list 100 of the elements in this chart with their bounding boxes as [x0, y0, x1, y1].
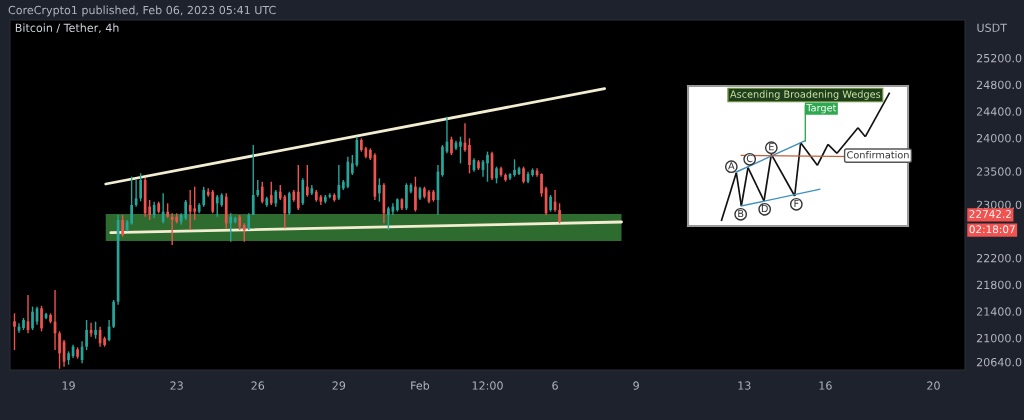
x-tick-label: 9 [633, 381, 639, 390]
candlestick [305, 164, 309, 198]
annotation: B [738, 209, 744, 218]
x-tick-label: 29 [332, 381, 346, 390]
candlestick [148, 199, 151, 221]
y-tick-label: 20640.0 [976, 357, 1022, 367]
candlestick [13, 312, 16, 351]
candlestick [287, 190, 291, 216]
candlestick [549, 194, 552, 213]
candlestick [486, 150, 489, 183]
candlestick [251, 144, 255, 216]
candlestick [112, 299, 115, 329]
y-tick-label: 24800.0 [976, 80, 1022, 90]
y-tick-label: 21000.0 [976, 333, 1022, 343]
y-tick-label: 21400.0 [976, 307, 1022, 316]
y-tick-label: 22200.0 [976, 253, 1022, 263]
text: 22742.2 [969, 210, 1011, 218]
x-tick-label: 16 [819, 381, 832, 390]
y-tick-label: 21800.0 [976, 280, 1022, 290]
candlestick [103, 335, 106, 348]
candlestick [540, 172, 543, 198]
text: 02:18:07 [969, 225, 1015, 234]
candlestick [342, 179, 345, 191]
annotation: A [728, 162, 735, 170]
candlestick [296, 164, 300, 211]
annotation: C [746, 154, 753, 163]
annotation: Confirmation [847, 150, 909, 159]
candlestick [504, 172, 507, 183]
annotation: Ascending Broadening Wedges [730, 90, 881, 100]
candlestick [459, 135, 462, 165]
candlestick [558, 202, 561, 225]
candlestick [260, 180, 264, 205]
candlestick [396, 197, 399, 213]
candlestick [242, 222, 246, 243]
candlestick [387, 205, 390, 231]
y-tick-label: 24400.0 [976, 107, 1022, 116]
candlestick [166, 202, 170, 219]
candlestick [301, 177, 305, 206]
candlestick [215, 194, 219, 218]
candlestick [211, 189, 215, 215]
candlestick [121, 214, 124, 238]
candlestick [378, 177, 381, 203]
candlestick [139, 172, 142, 203]
candlestick [40, 305, 43, 333]
candlestick [414, 175, 417, 213]
candlestick [332, 192, 336, 203]
candlestick [58, 330, 61, 370]
x-tick-label: 26 [251, 381, 265, 390]
candlestick [161, 192, 165, 225]
candlestick [188, 189, 192, 231]
annotation: E [769, 143, 774, 151]
text: CoreCrypto1 published, Feb 06, 2023 05:41 UTC [8, 5, 276, 17]
candlestick [229, 212, 233, 243]
y-tick-label: 23500.0 [976, 167, 1022, 176]
x-tick-label: 23 [170, 381, 183, 390]
candlestick [405, 182, 408, 211]
candlestick [477, 159, 480, 171]
candlestick [351, 154, 354, 176]
candlestick [269, 180, 273, 206]
candlestick [67, 350, 70, 366]
candlestick [49, 312, 52, 325]
candlestick [184, 199, 188, 221]
candlestick [369, 147, 372, 161]
x-tick-label: 20 [927, 381, 940, 390]
annotation: F [794, 199, 799, 208]
candlestick [130, 175, 133, 226]
candlestick [170, 212, 174, 246]
candlestick [441, 144, 444, 178]
y-axis-title: USDT [977, 23, 1008, 32]
y-tick-label: 23000.0 [976, 200, 1022, 210]
candlestick [31, 305, 34, 331]
candlestick [423, 185, 426, 200]
candlestick [337, 164, 341, 201]
annotation: D [761, 204, 768, 213]
x-tick-label: 6 [552, 381, 558, 390]
candlestick [323, 194, 327, 205]
candlestick [468, 137, 471, 175]
candlestick [22, 317, 25, 331]
x-tick-label: Feb [411, 381, 430, 390]
candlestick [450, 135, 453, 156]
candlestick [76, 346, 79, 360]
candlestick [432, 189, 435, 203]
candlestick [202, 185, 206, 208]
candlestick [85, 319, 88, 351]
y-tick-label: 25200.0 [976, 53, 1022, 63]
x-tick-label: 13 [738, 381, 751, 390]
candlestick [495, 165, 498, 185]
candlestick [94, 320, 97, 340]
candlestick [283, 194, 287, 230]
candlestick [157, 200, 161, 215]
chart-title: Bitcoin / Tether, 4h [15, 23, 119, 34]
x-tick-label: 19 [62, 381, 75, 390]
y-tick-label: 24000.0 [976, 133, 1022, 143]
candlestick [531, 167, 534, 178]
x-tick-label: 12:00 [472, 381, 503, 390]
candlestick [522, 165, 525, 185]
candlestick [193, 185, 197, 221]
candlestick [360, 137, 363, 153]
candlestick [513, 158, 516, 178]
annotation: Target [806, 104, 837, 114]
